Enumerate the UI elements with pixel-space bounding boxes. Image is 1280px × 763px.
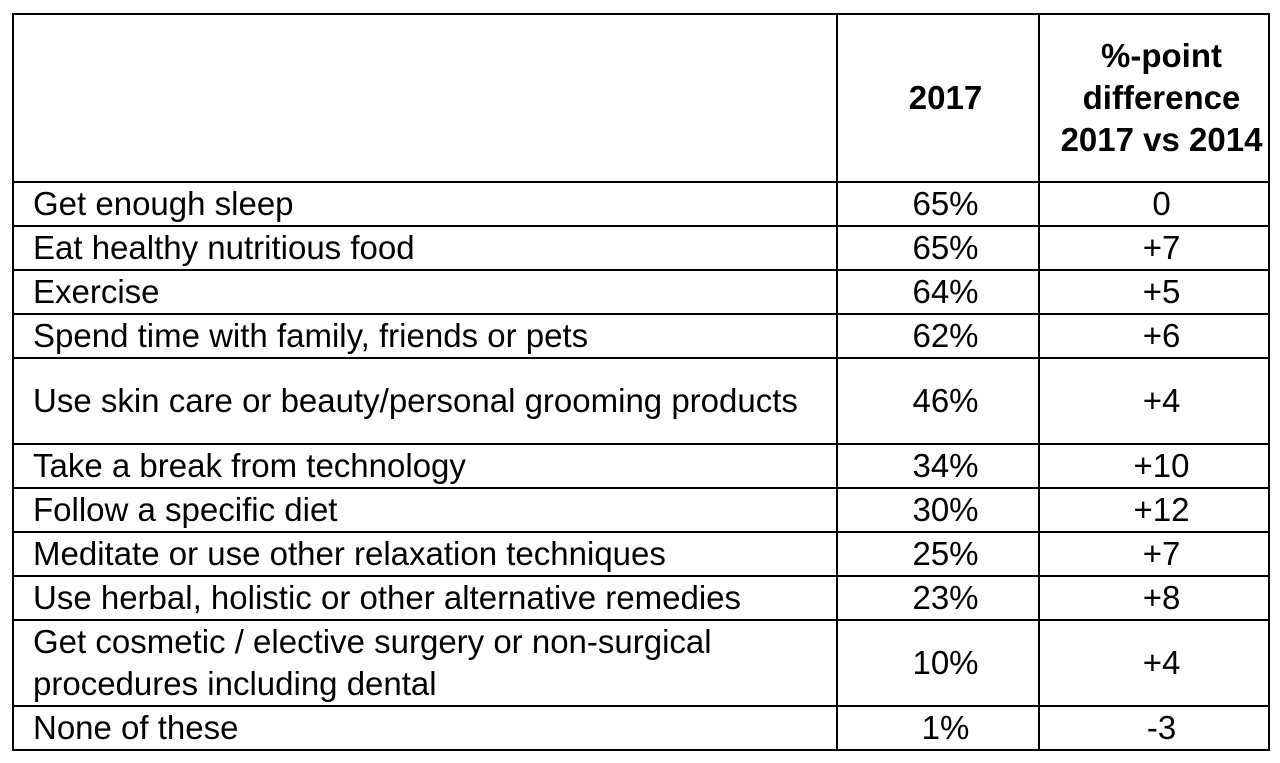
year-2017-cell: 65% xyxy=(836,225,1040,271)
activity-cell: Spend time with family, friends or pets xyxy=(12,313,838,359)
table-row: Exercise 64% +5 xyxy=(12,269,1270,315)
header-activity xyxy=(12,13,838,183)
activity-cell: Get enough sleep xyxy=(12,181,838,227)
difference-cell: +12 xyxy=(1038,487,1270,533)
difference-cell: +6 xyxy=(1038,313,1270,359)
difference-cell: +7 xyxy=(1038,531,1270,577)
difference-cell: +4 xyxy=(1038,357,1270,445)
table-row: Meditate or use other relaxation techniq… xyxy=(12,531,1270,577)
year-2017-cell: 25% xyxy=(836,531,1040,577)
table-row: Use herbal, holistic or other alternativ… xyxy=(12,575,1270,621)
table-row: Use skin care or beauty/personal groomin… xyxy=(12,357,1270,445)
difference-cell: +5 xyxy=(1038,269,1270,315)
activity-cell: Use herbal, holistic or other alternativ… xyxy=(12,575,838,621)
activity-cell: Exercise xyxy=(12,269,838,315)
table-row: Eat healthy nutritious food 65% +7 xyxy=(12,225,1270,271)
activity-cell: Eat healthy nutritious food xyxy=(12,225,838,271)
year-2017-cell: 64% xyxy=(836,269,1040,315)
table-row: Spend time with family, friends or pets … xyxy=(12,313,1270,359)
header-row: 2017 %-point difference 2017 vs 2014 xyxy=(12,13,1270,183)
table-row: Take a break from technology 34% +10 xyxy=(12,443,1270,489)
header-2017: 2017 xyxy=(836,13,1040,183)
table-body: Get enough sleep 65% 0 Eat healthy nutri… xyxy=(12,181,1270,751)
difference-cell: -3 xyxy=(1038,705,1270,751)
table-header: 2017 %-point difference 2017 vs 2014 xyxy=(12,13,1270,183)
activity-cell: Use skin care or beauty/personal groomin… xyxy=(12,357,838,445)
year-2017-cell: 46% xyxy=(836,357,1040,445)
difference-cell: +8 xyxy=(1038,575,1270,621)
year-2017-cell: 10% xyxy=(836,619,1040,707)
header-difference: %-point difference 2017 vs 2014 xyxy=(1038,13,1270,183)
header-difference-label: %-point difference 2017 vs 2014 xyxy=(1060,37,1263,158)
year-2017-cell: 30% xyxy=(836,487,1040,533)
difference-cell: 0 xyxy=(1038,181,1270,227)
table-row: None of these 1% -3 xyxy=(12,705,1270,751)
year-2017-cell: 62% xyxy=(836,313,1040,359)
table-row: Follow a specific diet 30% +12 xyxy=(12,487,1270,533)
difference-cell: +7 xyxy=(1038,225,1270,271)
wellness-activities-table: 2017 %-point difference 2017 vs 2014 Get… xyxy=(12,13,1270,751)
activity-cell: Take a break from technology xyxy=(12,443,838,489)
year-2017-cell: 1% xyxy=(836,705,1040,751)
activity-cell: Get cosmetic / elective surgery or non-s… xyxy=(12,619,838,707)
year-2017-cell: 65% xyxy=(836,181,1040,227)
activity-cell: Follow a specific diet xyxy=(12,487,838,533)
difference-cell: +10 xyxy=(1038,443,1270,489)
table-row: Get enough sleep 65% 0 xyxy=(12,181,1270,227)
activity-cell: Meditate or use other relaxation techniq… xyxy=(12,531,838,577)
year-2017-cell: 34% xyxy=(836,443,1040,489)
year-2017-cell: 23% xyxy=(836,575,1040,621)
difference-cell: +4 xyxy=(1038,619,1270,707)
table-row: Get cosmetic / elective surgery or non-s… xyxy=(12,619,1270,707)
activity-cell: None of these xyxy=(12,705,838,751)
